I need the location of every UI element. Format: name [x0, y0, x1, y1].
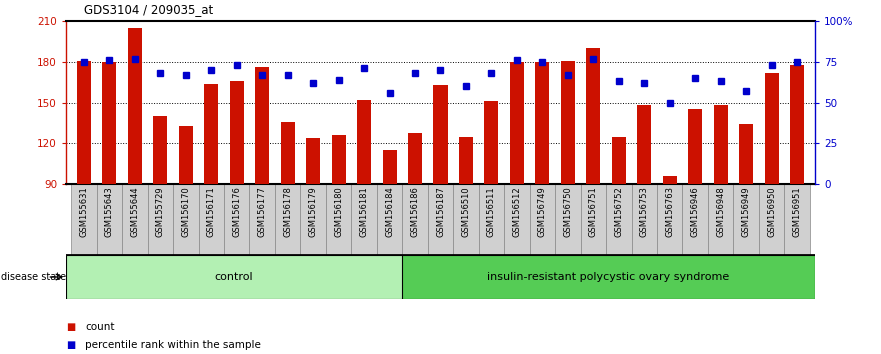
Bar — [230, 81, 244, 184]
Bar — [683, 184, 708, 255]
Bar — [204, 84, 218, 184]
Bar — [759, 184, 784, 255]
Bar — [587, 48, 600, 184]
Text: percentile rank within the sample: percentile rank within the sample — [85, 340, 262, 350]
Bar — [408, 132, 422, 184]
Text: GSM155643: GSM155643 — [105, 186, 114, 237]
Text: GSM156512: GSM156512 — [513, 186, 522, 237]
Bar — [433, 85, 448, 184]
Bar — [485, 101, 499, 184]
Bar — [510, 62, 524, 184]
Text: insulin-resistant polycystic ovary syndrome: insulin-resistant polycystic ovary syndr… — [487, 272, 729, 282]
Text: GSM156749: GSM156749 — [538, 186, 547, 237]
Bar — [632, 184, 657, 255]
Bar — [300, 184, 326, 255]
Text: GSM156510: GSM156510 — [462, 186, 470, 237]
Bar — [255, 67, 270, 184]
Bar — [153, 116, 167, 184]
Text: GSM156946: GSM156946 — [691, 186, 700, 237]
Bar — [790, 65, 804, 184]
Bar — [403, 184, 428, 255]
Bar — [688, 109, 702, 184]
Text: GSM155631: GSM155631 — [79, 186, 88, 237]
Bar — [66, 255, 402, 299]
Text: GSM156179: GSM156179 — [308, 186, 318, 237]
Bar — [459, 137, 473, 184]
Bar — [504, 184, 529, 255]
Text: GSM156170: GSM156170 — [181, 186, 190, 237]
Bar — [453, 184, 478, 255]
Bar — [581, 184, 606, 255]
Bar — [275, 184, 300, 255]
Bar — [536, 62, 550, 184]
Bar — [352, 184, 377, 255]
Bar — [733, 184, 759, 255]
Bar — [637, 105, 651, 184]
Bar — [428, 184, 453, 255]
Text: GSM156178: GSM156178 — [283, 186, 292, 237]
Bar — [657, 184, 683, 255]
Text: GSM155644: GSM155644 — [130, 186, 139, 237]
Bar — [326, 184, 352, 255]
Bar — [281, 122, 294, 184]
Text: GSM156751: GSM156751 — [589, 186, 598, 237]
Bar — [173, 184, 198, 255]
Text: GSM156184: GSM156184 — [385, 186, 394, 237]
Text: GSM155729: GSM155729 — [156, 186, 165, 237]
Bar — [224, 184, 249, 255]
Text: control: control — [215, 272, 253, 282]
Bar — [357, 100, 371, 184]
Bar — [331, 135, 345, 184]
Bar — [555, 184, 581, 255]
Bar — [128, 28, 142, 184]
Text: ■: ■ — [66, 340, 75, 350]
Text: GDS3104 / 209035_at: GDS3104 / 209035_at — [84, 3, 213, 16]
Text: GSM156171: GSM156171 — [207, 186, 216, 237]
Text: GSM156951: GSM156951 — [793, 186, 802, 237]
Text: GSM156948: GSM156948 — [716, 186, 725, 237]
Bar — [377, 184, 403, 255]
Text: GSM156750: GSM156750 — [563, 186, 573, 237]
Text: GSM156753: GSM156753 — [640, 186, 648, 237]
Text: GSM156752: GSM156752 — [614, 186, 623, 237]
Bar — [198, 184, 224, 255]
Bar — [561, 61, 575, 184]
Bar — [478, 184, 504, 255]
Text: disease state: disease state — [1, 272, 66, 282]
Bar — [529, 184, 555, 255]
Bar — [122, 184, 148, 255]
Bar — [714, 105, 728, 184]
Bar — [382, 150, 396, 184]
Bar — [606, 184, 632, 255]
Bar — [77, 61, 91, 184]
Bar — [71, 184, 97, 255]
Bar — [148, 184, 173, 255]
Bar — [97, 184, 122, 255]
Text: GSM156180: GSM156180 — [334, 186, 343, 237]
Text: GSM156949: GSM156949 — [742, 186, 751, 237]
Text: GSM156181: GSM156181 — [359, 186, 368, 237]
Bar — [402, 255, 815, 299]
Text: GSM156186: GSM156186 — [411, 186, 419, 237]
Bar — [611, 137, 626, 184]
Bar — [306, 138, 320, 184]
Bar — [249, 184, 275, 255]
Text: GSM156511: GSM156511 — [487, 186, 496, 237]
Bar — [708, 184, 733, 255]
Bar — [784, 184, 810, 255]
Bar — [102, 62, 116, 184]
Text: GSM156763: GSM156763 — [665, 186, 674, 237]
Text: count: count — [85, 322, 115, 332]
Bar — [179, 126, 193, 184]
Bar — [739, 124, 753, 184]
Text: GSM156950: GSM156950 — [767, 186, 776, 237]
Bar — [765, 73, 779, 184]
Text: GSM156187: GSM156187 — [436, 186, 445, 237]
Text: GSM156177: GSM156177 — [258, 186, 267, 237]
Text: ■: ■ — [66, 322, 75, 332]
Text: GSM156176: GSM156176 — [233, 186, 241, 237]
Bar — [663, 176, 677, 184]
